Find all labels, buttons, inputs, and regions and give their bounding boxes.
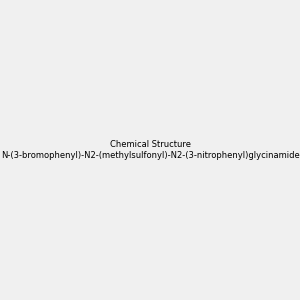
Text: Chemical Structure
N-(3-bromophenyl)-N2-(methylsulfonyl)-N2-(3-nitrophenyl)glyci: Chemical Structure N-(3-bromophenyl)-N2-… bbox=[1, 140, 299, 160]
